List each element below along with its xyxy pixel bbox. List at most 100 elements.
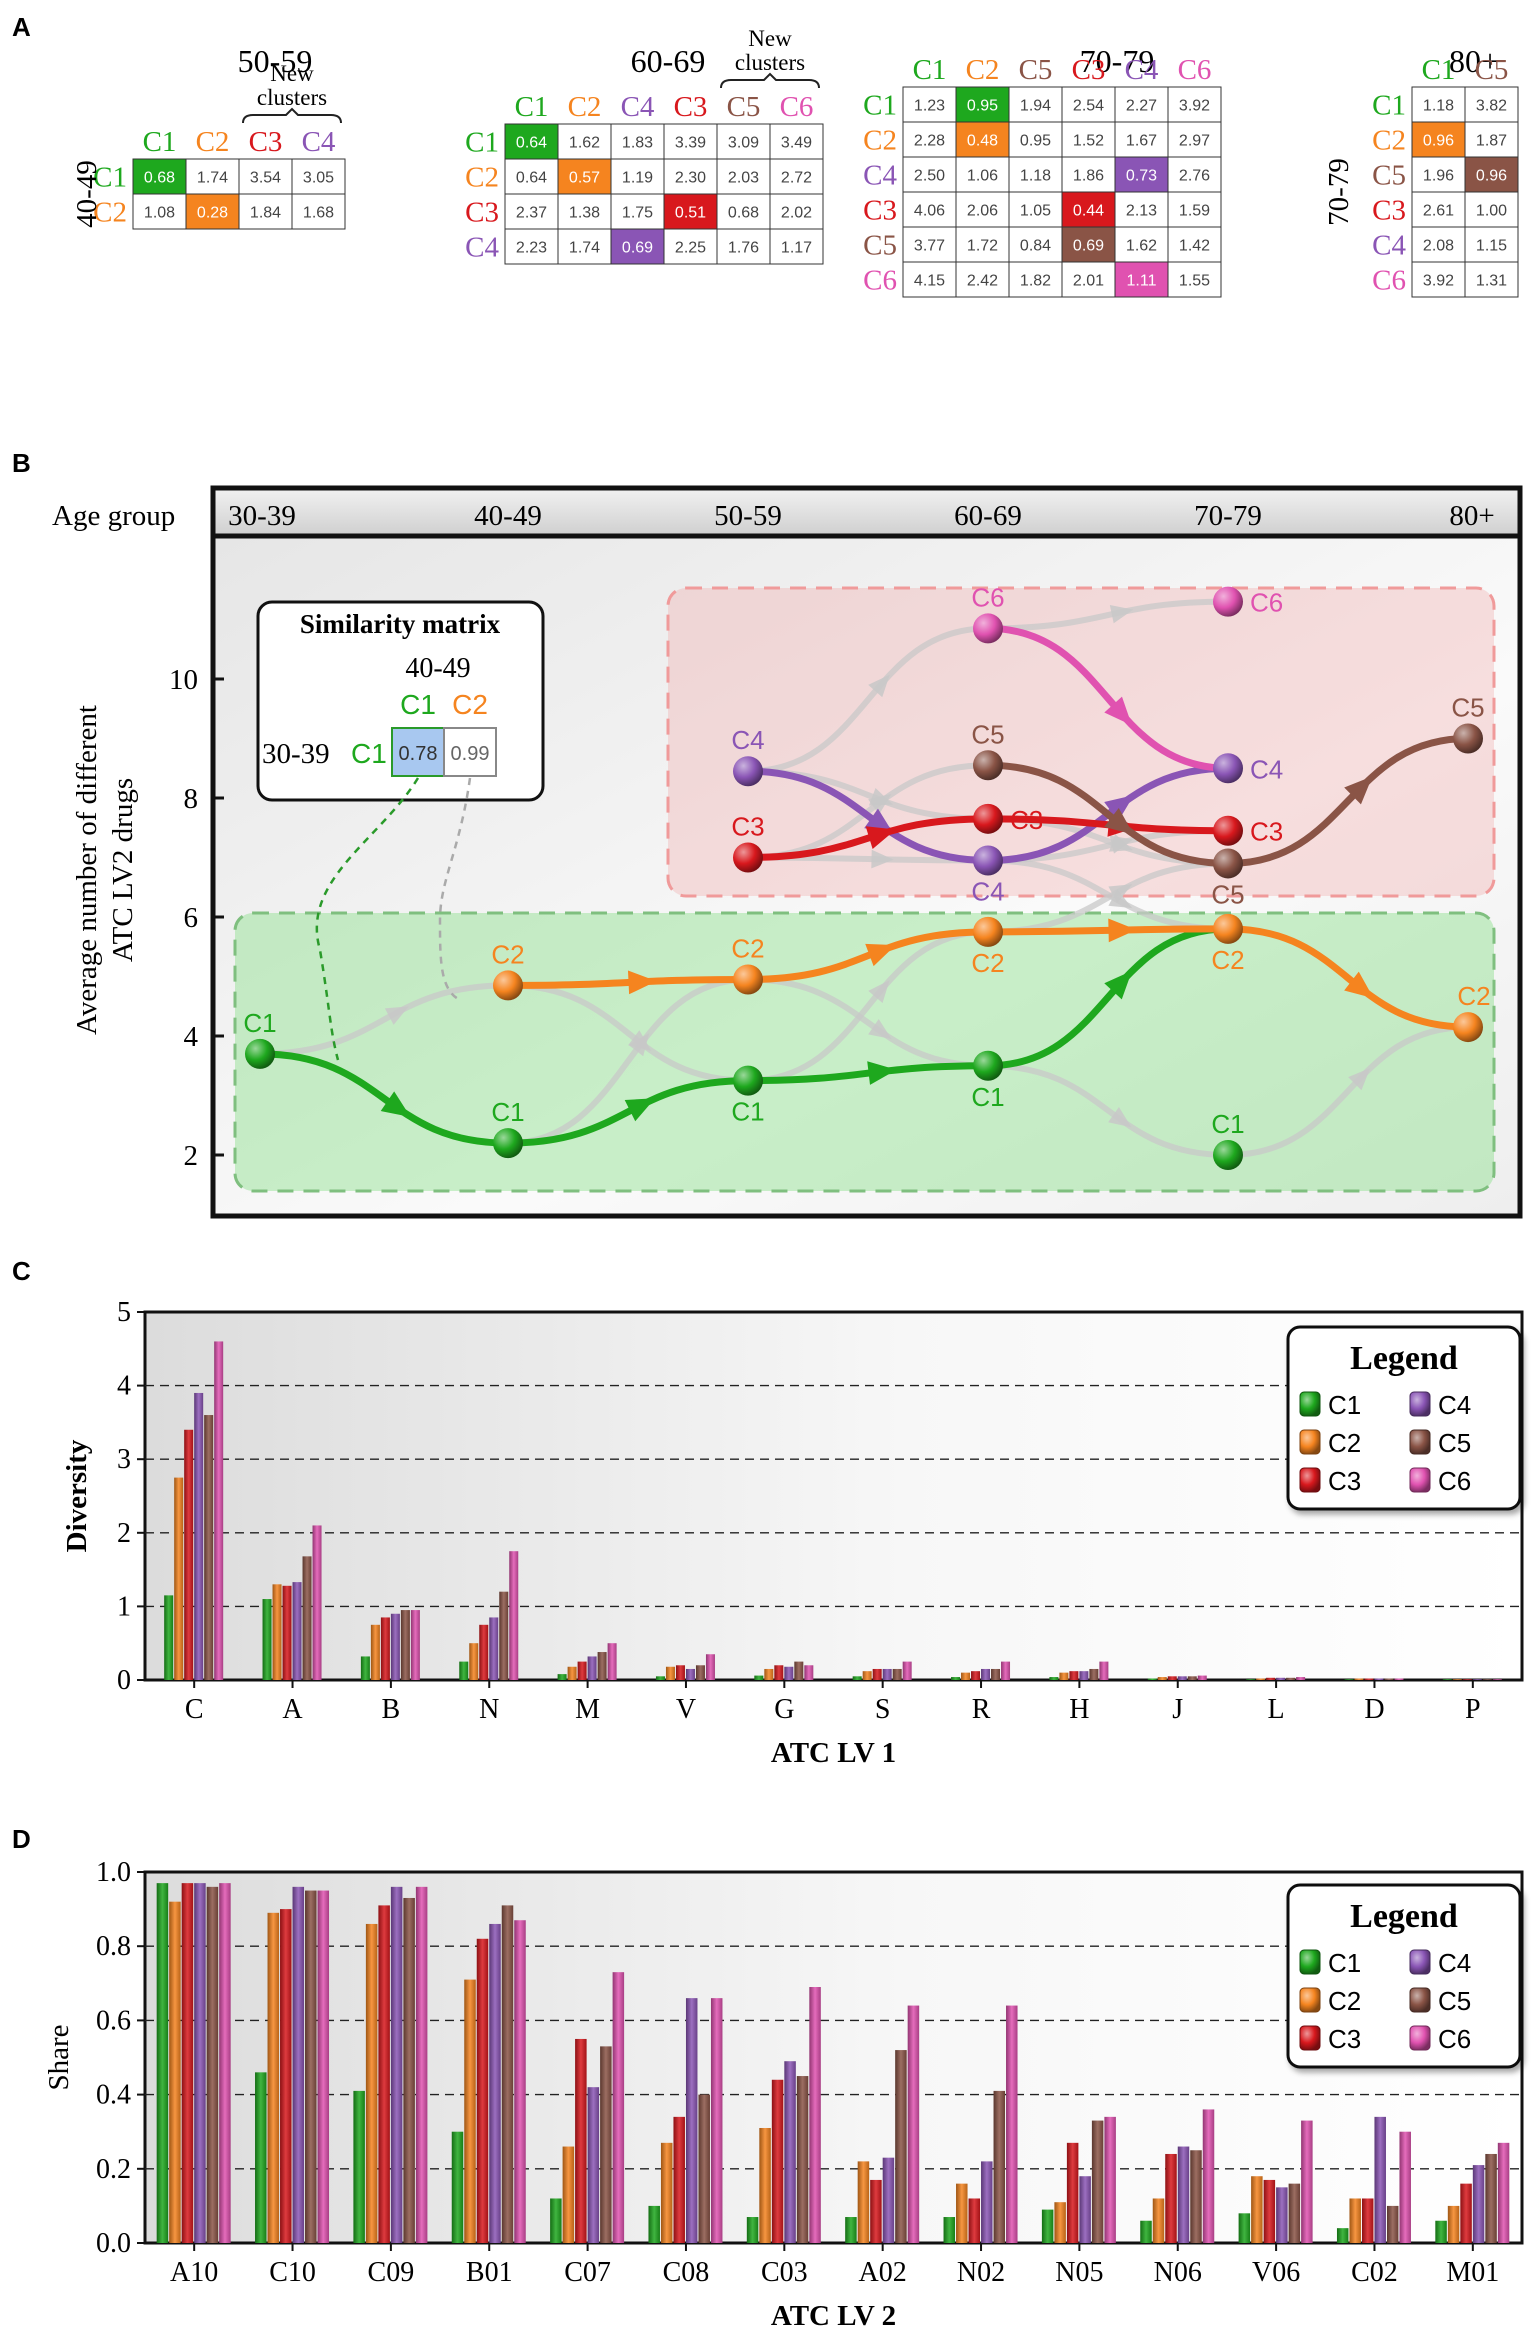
bar-C1-V — [655, 1676, 665, 1680]
main-link-arrow — [865, 943, 896, 967]
cell-value: 0.95 — [1020, 133, 1051, 150]
cluster-node-C3 — [1213, 815, 1243, 846]
y-tick-label: 1 — [117, 1591, 131, 1622]
cell-value: 2.28 — [914, 133, 945, 150]
matrix-cell — [1411, 261, 1466, 298]
cluster-node-C2 — [493, 970, 523, 1001]
bar-C1-C03 — [746, 2217, 759, 2243]
faint-link-arrow — [868, 1018, 892, 1040]
cell-value: 0.73 — [1126, 168, 1157, 185]
legend-swatch-C3 — [1299, 1467, 1321, 1493]
matrix-cell — [1464, 156, 1519, 193]
bar-C2-C07 — [562, 2146, 575, 2243]
bar-C5-C03 — [796, 2076, 809, 2243]
col-header-C6: C6 — [780, 91, 814, 123]
matrix-cell — [1464, 191, 1519, 228]
bar-C3-C10 — [280, 1909, 292, 2243]
panel-b-cluster-trajectories: Age group 30-39 40-49 50-59 60-69 70-79 80+ 2 4 6… — [52, 485, 1523, 1219]
cell-value: 2.23 — [516, 240, 547, 257]
bar-C4-M01 — [1472, 2165, 1485, 2243]
similarity-cell-highlight — [391, 727, 445, 777]
bar-C1-N05 — [1041, 2209, 1054, 2243]
bar-C2-M01 — [1447, 2205, 1460, 2243]
bar-C4-J — [1177, 1676, 1187, 1680]
cluster-node-C1 — [1213, 1140, 1243, 1170]
bar-C5-C09 — [403, 1897, 415, 2243]
bar-C1-N06 — [1140, 2220, 1152, 2243]
cell-value: 1.15 — [1476, 238, 1507, 255]
cell-value: 0.51 — [675, 205, 706, 222]
cluster-node-label: C6 — [1250, 588, 1283, 618]
y-axis-label: Share — [43, 2024, 75, 2090]
cell-value: 3.39 — [675, 135, 706, 152]
row-header-C2: C2 — [465, 162, 499, 194]
matrix-cell — [504, 228, 559, 265]
col-header-C2: C2 — [196, 126, 230, 158]
cluster-node-C6 — [973, 613, 1003, 644]
main-transition-link — [747, 767, 989, 864]
matrix-cell — [610, 123, 665, 160]
main-transition-link — [507, 1077, 749, 1147]
bar-C3-S — [872, 1668, 882, 1680]
row-header-C6: C6 — [863, 265, 897, 297]
matrix-title: 60-69 — [631, 43, 706, 79]
y-axis-label-line1: Average number of different — [71, 705, 103, 1035]
y-tick-label: 0 — [117, 1665, 131, 1696]
y-tick-label: 3 — [117, 1444, 131, 1475]
matrix-cell — [1464, 121, 1519, 158]
bar-C1-V06 — [1238, 2213, 1251, 2243]
similarity-inset-title: Similarity matrix — [300, 609, 501, 639]
cell-value: 1.55 — [1179, 273, 1210, 290]
cell-value: 0.68 — [728, 205, 759, 222]
bar-C6-M — [607, 1643, 617, 1680]
row-header-C4: C4 — [465, 232, 499, 264]
similarity-col-group: 40-49 — [405, 653, 470, 684]
bar-C2-V06 — [1251, 2176, 1263, 2243]
col-header-C1: C1 — [913, 54, 947, 86]
bar-C3-N02 — [968, 2198, 981, 2243]
y-tick-label: 0.4 — [96, 2080, 131, 2111]
bar-C2-B01 — [464, 1979, 476, 2243]
row-header-C1: C1 — [465, 127, 499, 159]
legend-swatch-C4 — [1409, 1949, 1431, 1975]
cell-value: 0.95 — [967, 98, 998, 115]
cell-value: 0.68 — [144, 170, 175, 187]
cluster-node-C1 — [973, 1050, 1003, 1081]
cluster-node-label: C5 — [1211, 879, 1244, 909]
legend-swatch-C3 — [1299, 2025, 1321, 2051]
row-header-C3: C3 — [465, 197, 499, 229]
bar-C3-A — [282, 1585, 292, 1680]
row-group-label: 40-49 — [71, 160, 103, 228]
x-tick-label: L — [1268, 1694, 1285, 1725]
bar-C5-J — [1187, 1676, 1197, 1680]
bar-C1-P — [1442, 1679, 1452, 1680]
bar-C2-J — [1157, 1677, 1167, 1680]
bar-C4-A10 — [194, 1883, 206, 2243]
bar-C1-G — [754, 1675, 764, 1680]
matrix-cell — [1464, 86, 1519, 123]
bar-C1-J — [1147, 1678, 1157, 1680]
bar-C6-C10 — [317, 1890, 330, 2243]
cluster-node-C4 — [1213, 753, 1243, 784]
bar-C3-C09 — [378, 1905, 390, 2243]
row-header-C1: C1 — [93, 162, 127, 194]
legend-label-C4: C4 — [1438, 1948, 1471, 1978]
cluster-node-label: C3 — [1250, 817, 1283, 847]
cell-value: 1.23 — [914, 98, 945, 115]
similarity-row-c1: C1 — [351, 738, 387, 769]
col-header-C5: C5 — [727, 91, 761, 123]
legend-swatch-C1 — [1299, 1391, 1321, 1417]
matrix-cell — [955, 261, 1010, 298]
cluster-node-C1 — [733, 1065, 763, 1096]
legend-swatch-C4 — [1409, 1391, 1431, 1417]
bar-C4-G — [784, 1666, 794, 1680]
col-header-C4: C4 — [302, 126, 336, 158]
matrix-cell — [663, 123, 718, 160]
bar-C3-V06 — [1263, 2179, 1276, 2243]
cell-value: 1.05 — [1020, 203, 1051, 220]
legend-box — [1286, 1883, 1522, 2069]
bar-C2-G — [764, 1668, 774, 1680]
age-tick-80+: 80+ — [1449, 500, 1494, 532]
col-header-C5: C5 — [1475, 54, 1509, 86]
